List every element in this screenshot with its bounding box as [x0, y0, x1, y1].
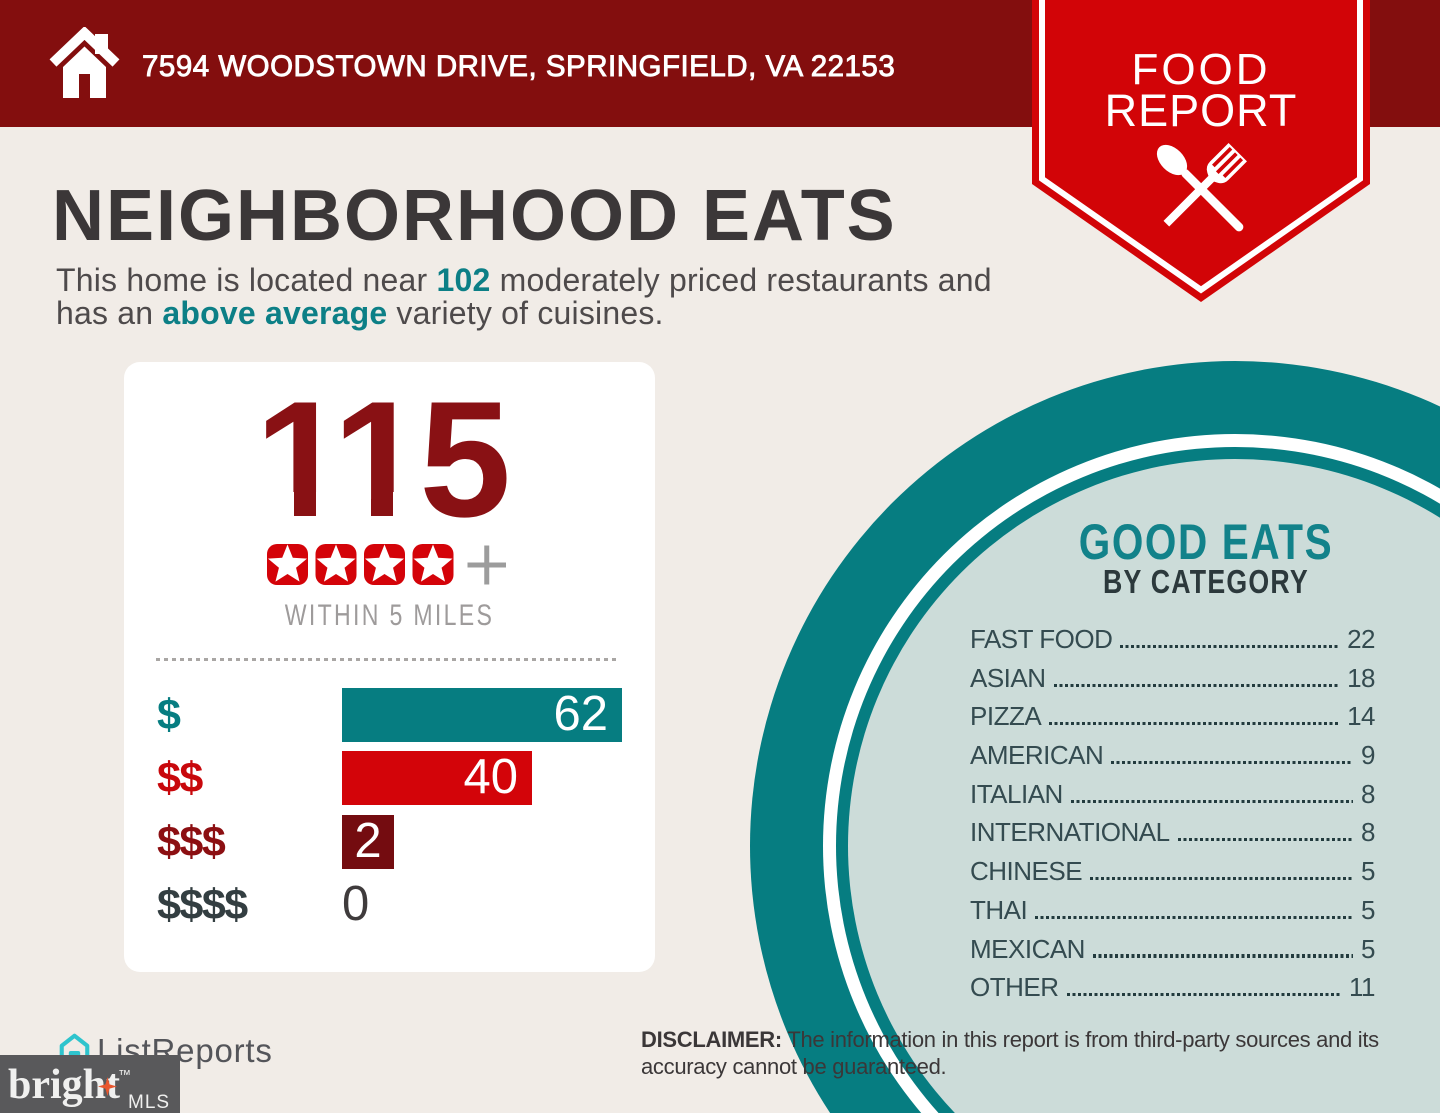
svg-text:REPORT: REPORT	[1105, 85, 1298, 136]
svg-text:FOOD: FOOD	[1131, 45, 1270, 94]
